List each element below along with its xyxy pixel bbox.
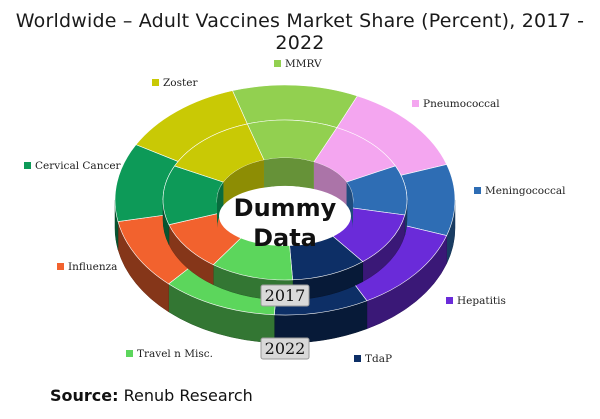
legend-swatch-hepatitis [446,297,453,304]
hole-wall-segment [346,182,353,228]
hole-wall-segment [217,182,224,228]
legend-label-hepatitis: Hepatitis [457,295,506,307]
legend-label-influenza: Influenza [68,261,117,273]
center-label-line1: Dummy [234,194,337,222]
legend-swatch-meningococcal [474,187,481,194]
center-hole [217,158,353,246]
year-labels: 2017 2022 [260,284,310,360]
outer-slice-meningococcal [400,164,456,236]
legend-label-zoster: Zoster [163,77,198,89]
legend-label-mmrv: MMRV [285,58,322,70]
legend-label-pneumococcal: Pneumococcal [423,98,500,110]
source-label: Source: [50,386,119,405]
outer-ring-side [114,199,456,344]
year-label-box-2022 [260,337,310,360]
legend-label-travel-n-misc-: Travel n Misc. [137,348,213,360]
legend: MMRV Pneumococcal Meningococcal Hepatitis Td… [24,58,566,365]
center-label-line2: Data [253,224,317,252]
legend-swatch-cervical-cancer [24,162,31,169]
legend-swatch-pneumococcal [412,100,419,107]
hole-wall-segment [313,161,347,211]
year-label-box-2017 [260,284,310,307]
year-label-2022: 2022 [265,339,306,358]
legend-swatch-influenza [57,263,64,270]
legend-swatch-mmrv [274,60,281,67]
legend-label-cervical-cancer: Cervical Cancer [35,160,122,172]
year-label-2017: 2017 [265,286,306,305]
legend-swatch-zoster [152,79,159,86]
hole-center [219,186,351,246]
source-line: Source: Renub Research [50,386,253,405]
legend-label-meningococcal: Meningococcal [485,185,566,197]
legend-swatch-travel-n-misc- [126,350,133,357]
source-text: Renub Research [123,386,253,405]
chart-title: Worldwide – Adult Vaccines Market Share … [15,10,585,54]
legend-swatch-tdap [354,355,361,362]
hole-wall-segment [263,158,314,190]
legend-label-tdap: TdaP [365,353,392,365]
